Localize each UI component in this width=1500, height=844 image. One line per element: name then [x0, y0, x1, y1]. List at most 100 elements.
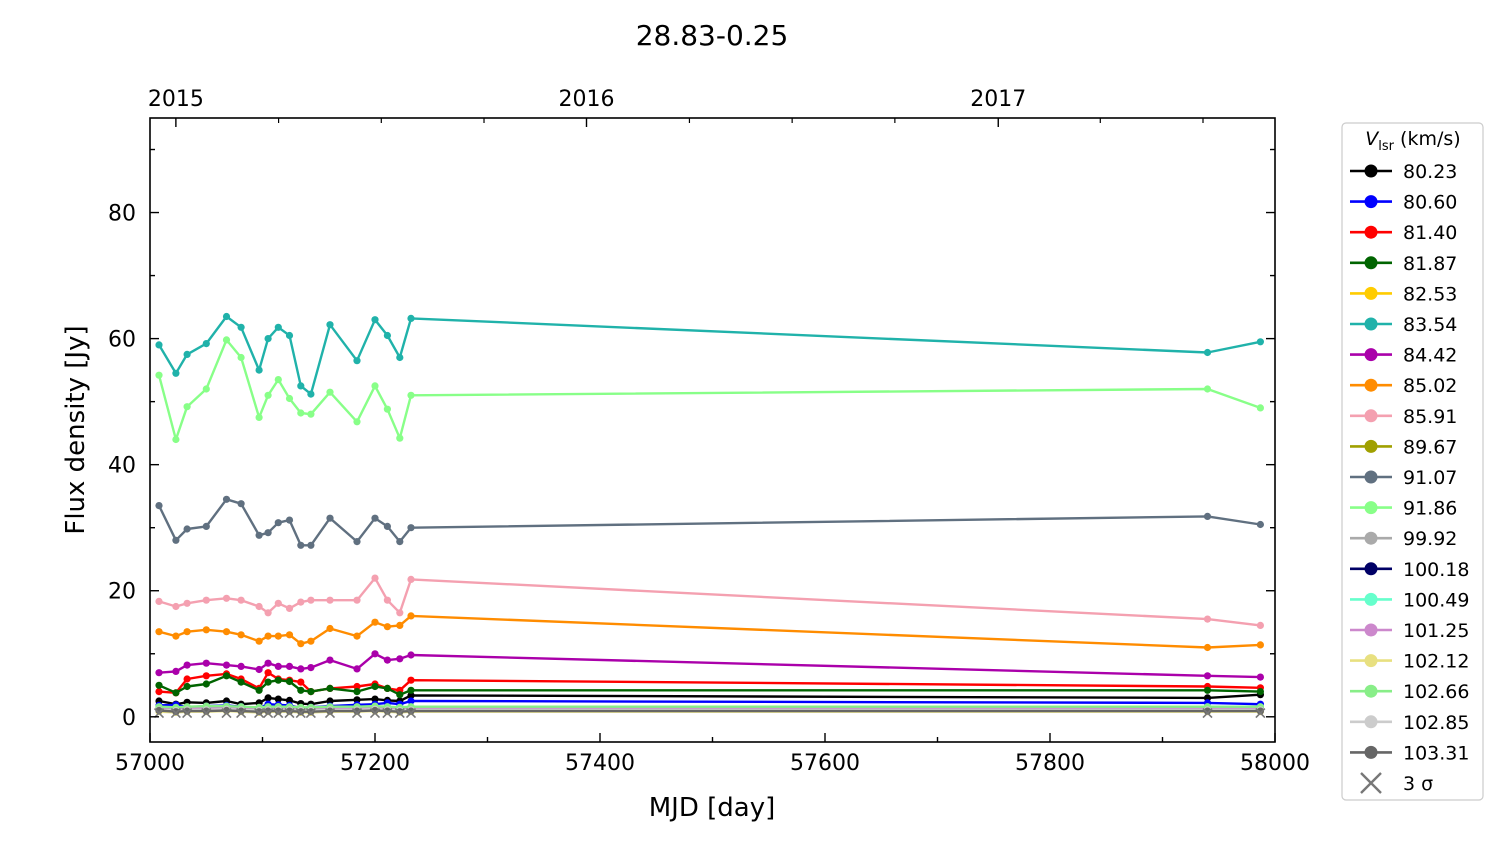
data-point: [353, 596, 361, 604]
data-point: [237, 596, 245, 604]
legend-label: 81.40: [1403, 222, 1457, 244]
data-point: [1203, 672, 1212, 680]
data-point: [222, 594, 231, 602]
legend-swatch-marker: [1364, 501, 1378, 515]
data-point: [297, 665, 305, 673]
data-point: [264, 694, 272, 702]
legend-title-subscript: lsr: [1378, 139, 1394, 154]
data-point: [396, 353, 404, 362]
legend-cross-icon: [1360, 772, 1382, 794]
data-point: [155, 371, 163, 379]
data-point: [371, 618, 379, 626]
data-point: [326, 596, 334, 604]
series-80.23: [155, 691, 1264, 708]
data-point: [353, 632, 361, 640]
data-point: [326, 388, 334, 396]
legend-label: 102.12: [1403, 651, 1469, 673]
data-point: [222, 628, 231, 636]
upper-limit-marker: [369, 707, 381, 719]
legend-swatch-marker: [1364, 195, 1378, 209]
data-point: [285, 631, 294, 639]
legend-label: 101.25: [1403, 620, 1469, 642]
legend-entry: 81.40: [1350, 222, 1457, 244]
legend-swatch-marker: [1364, 225, 1378, 239]
data-point: [183, 403, 191, 411]
legend-entry: 100.49: [1350, 589, 1469, 611]
data-point: [353, 707, 361, 715]
data-point: [285, 707, 294, 715]
data-point: [383, 656, 391, 664]
data-point: [353, 357, 361, 365]
data-point: [183, 675, 191, 683]
legend-label: 103.31: [1403, 742, 1469, 764]
legend-label: 82.53: [1403, 283, 1457, 305]
data-point: [172, 689, 180, 697]
legend-swatch-marker: [1364, 531, 1378, 545]
legend-swatch-marker: [1364, 684, 1378, 698]
data-point: [274, 599, 282, 607]
data-point: [285, 331, 294, 340]
data-point: [396, 691, 404, 699]
data-point: [326, 656, 334, 664]
legend-entry: 101.25: [1350, 620, 1469, 642]
series-84.42: [155, 650, 1264, 681]
data-point: [353, 696, 361, 704]
data-point: [371, 650, 379, 658]
data-point: [237, 631, 245, 639]
legend-label: 99.92: [1403, 528, 1457, 550]
series-81.87: [155, 672, 1264, 699]
legend-label: 83.54: [1403, 314, 1457, 336]
data-point: [326, 707, 334, 715]
data-point: [371, 514, 379, 522]
data-point: [237, 500, 245, 508]
data-point: [155, 341, 163, 349]
legend-label: 80.60: [1403, 192, 1457, 214]
legend-label: 80.23: [1403, 161, 1457, 183]
data-point: [183, 661, 191, 669]
data-point: [297, 686, 305, 694]
upper-limit-marker: [182, 707, 193, 719]
legend-entry: 82.53: [1350, 283, 1457, 305]
data-point: [297, 382, 305, 390]
legend-swatch-marker: [1364, 470, 1378, 484]
data-point: [407, 697, 415, 705]
legend-title: Vlsr (km/s): [1365, 128, 1460, 154]
data-point: [407, 686, 415, 694]
data-point: [1256, 688, 1264, 696]
legend-label: 91.07: [1403, 467, 1457, 489]
upper-limit-marker: [324, 707, 336, 719]
data-point: [172, 632, 180, 640]
data-point: [172, 708, 180, 716]
data-point: [307, 688, 315, 696]
data-point: [307, 410, 315, 418]
data-point: [172, 602, 180, 611]
data-point: [155, 628, 163, 636]
legend-entry: 80.23: [1350, 161, 1457, 183]
legend-label: 85.91: [1403, 406, 1457, 428]
data-point: [264, 678, 272, 686]
legend-entry: 103.31: [1350, 742, 1469, 764]
top-tick-label: 2017: [970, 87, 1026, 112]
data-point: [353, 688, 361, 696]
data-point: [155, 681, 163, 689]
data-point: [255, 708, 263, 716]
data-point: [274, 707, 282, 715]
series-line: [158, 704, 1261, 709]
data-point: [202, 672, 210, 680]
data-point: [353, 665, 361, 673]
data-point: [407, 575, 415, 584]
data-point: [222, 336, 231, 344]
legend-entry: 102.85: [1350, 712, 1469, 734]
legend-title-symbol: V: [1365, 128, 1380, 150]
upper-limit-marker: [1202, 707, 1213, 719]
data-point: [202, 596, 210, 604]
legend-swatch-marker: [1364, 715, 1378, 729]
legend-label: 91.86: [1403, 498, 1457, 520]
series-line: [157, 338, 1261, 441]
data-point: [1203, 707, 1212, 715]
data-point: [222, 661, 231, 669]
data-point: [222, 495, 231, 503]
upper-limit-marker: [405, 707, 417, 719]
series-line: [157, 498, 1261, 547]
